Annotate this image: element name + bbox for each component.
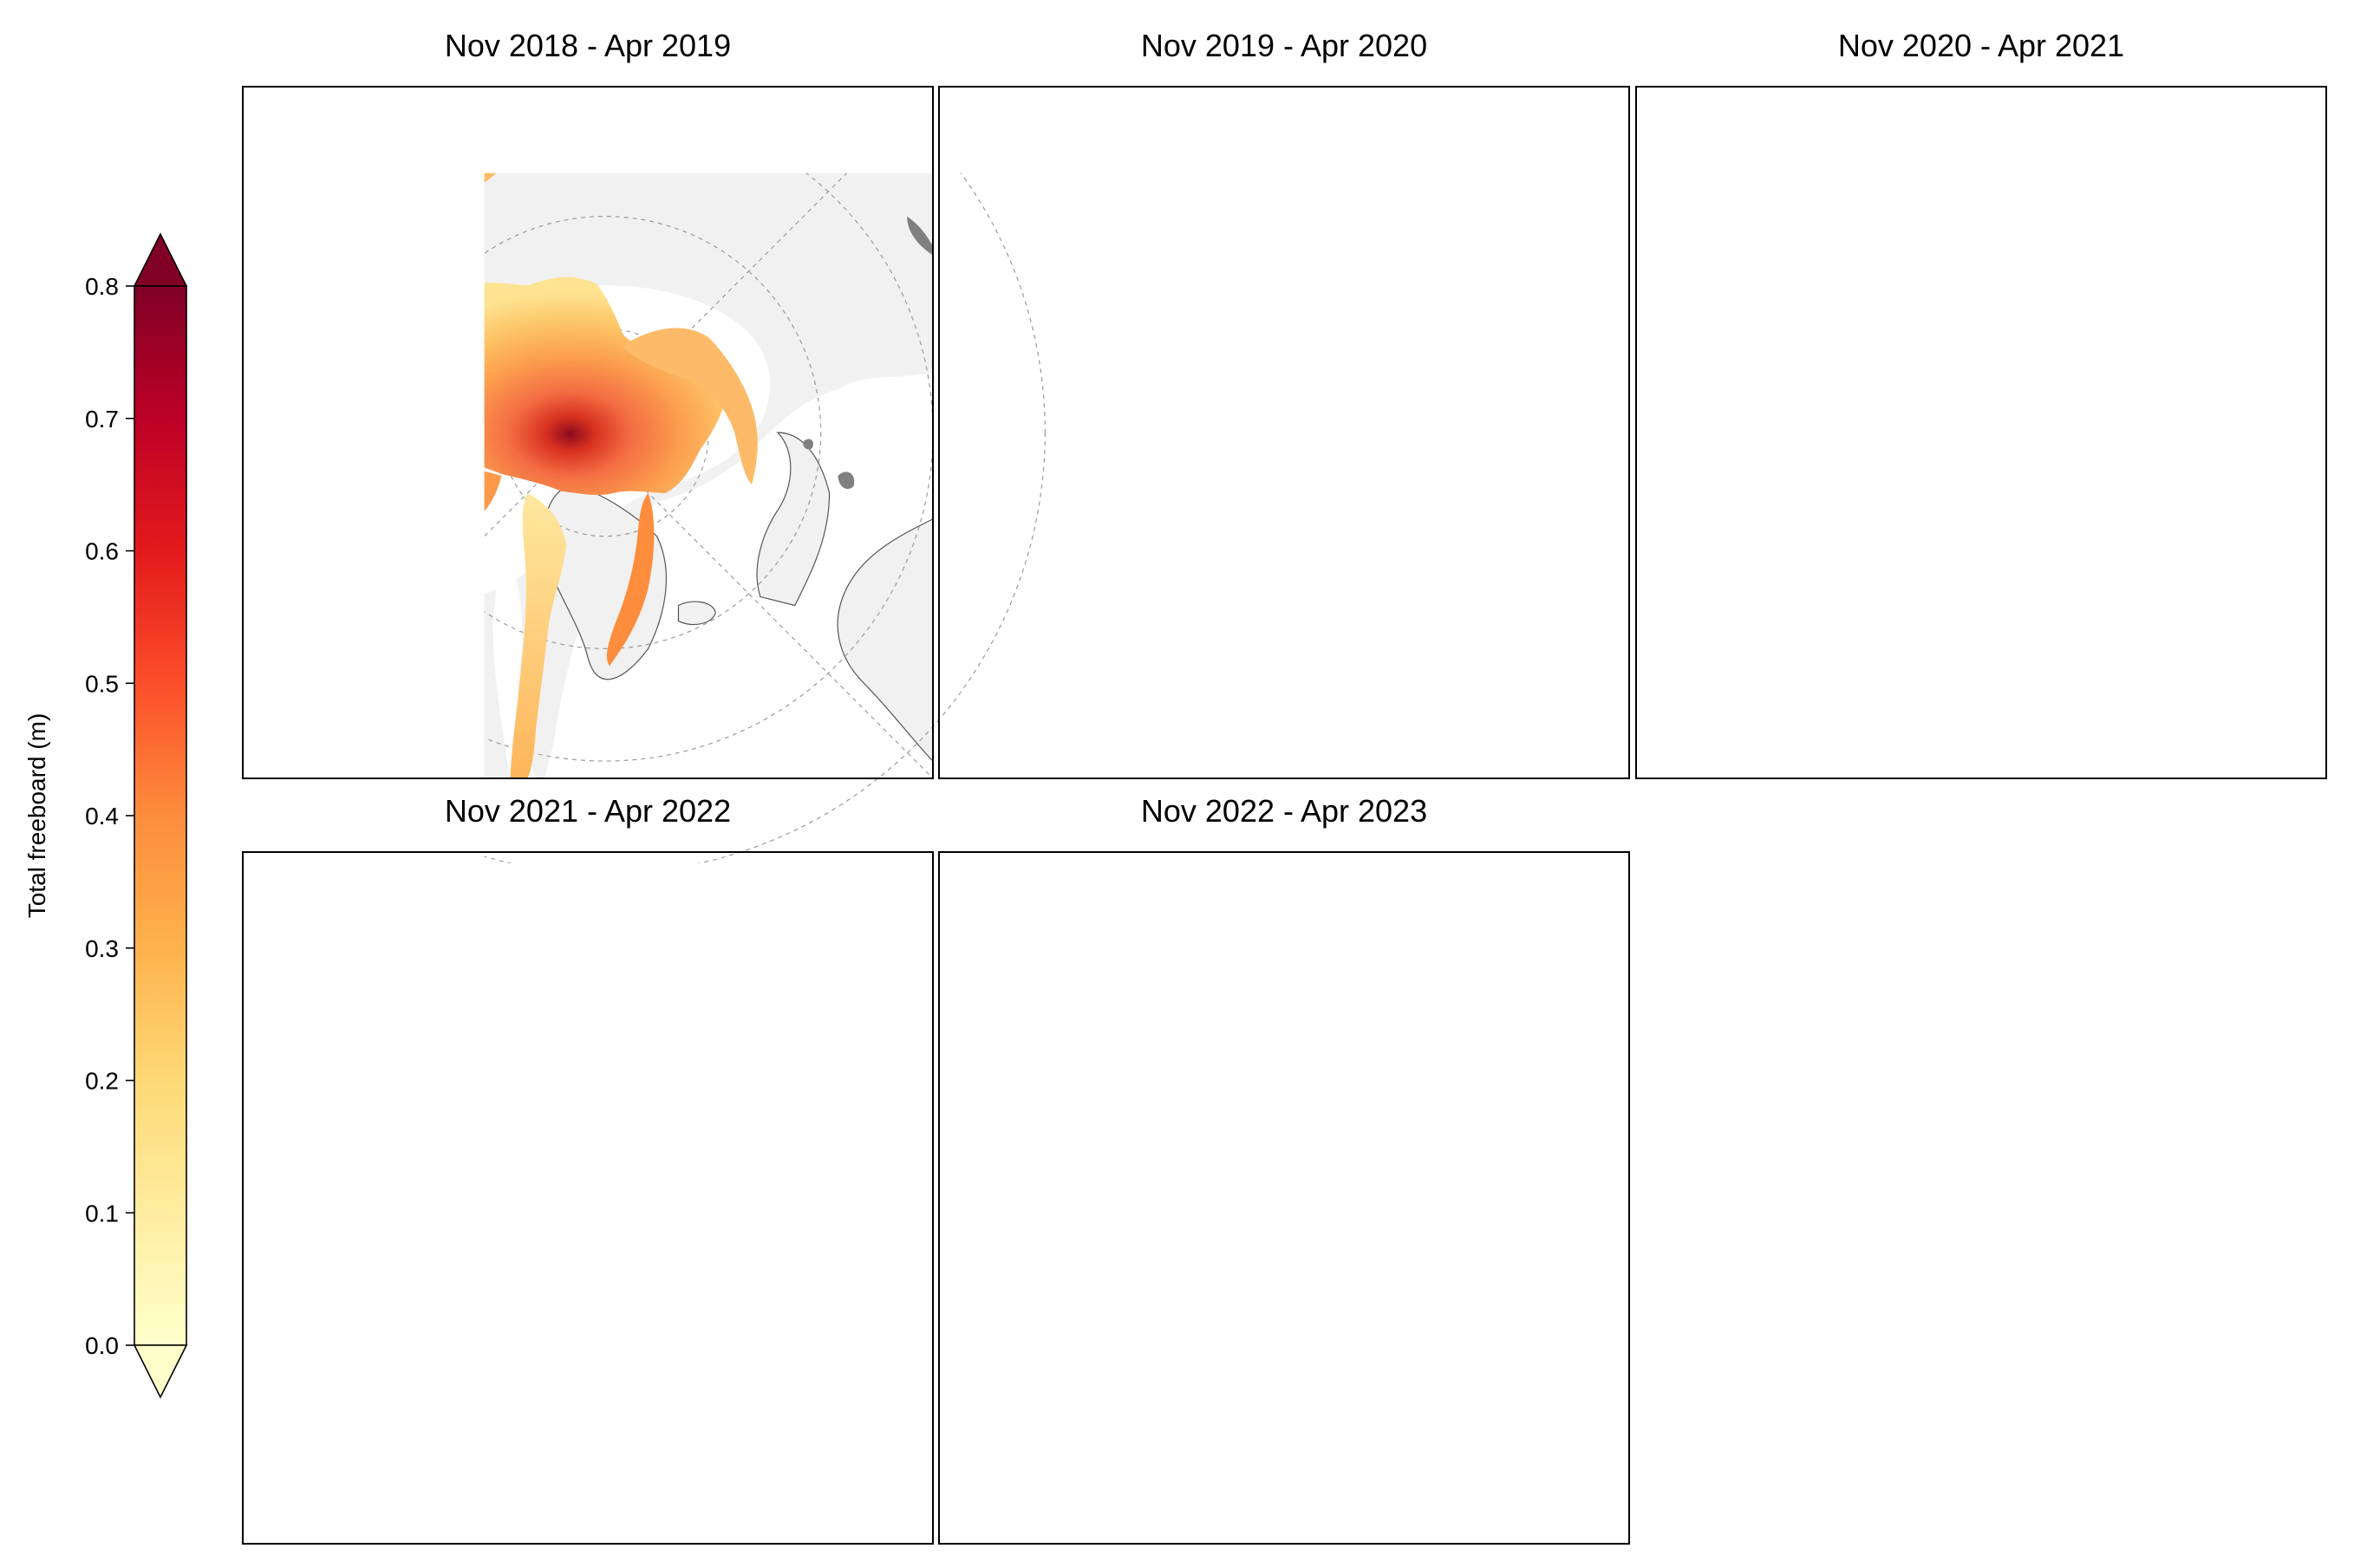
colorbar-tick-label: 0.7 (85, 406, 119, 433)
panel-title: Nov 2021 - Apr 2022 (445, 793, 731, 829)
colorbar: 0.0 0.1 0.2 0.3 0.4 0.5 0.6 0.7 0.8 Total freebo… (23, 232, 188, 1399)
map-panel: Nov 2020 - Apr 2021 (1558, 0, 2354, 874)
panel-title: Nov 2020 - Apr 2021 (1838, 28, 2124, 63)
colorbar-extend-max (133, 232, 188, 287)
panel-title: Nov 2019 - Apr 2020 (1141, 28, 1427, 63)
sea-ice-freeboard-field (1731, 94, 2150, 778)
panel-frame (242, 86, 934, 779)
sea-ice-freeboard-field (1034, 94, 1453, 778)
panel-title: Nov 2018 - Apr 2019 (445, 28, 731, 63)
panel-frame (938, 851, 1630, 1545)
colorbar-tick-label: 0.4 (85, 803, 119, 830)
panel-frame (242, 851, 934, 1545)
colorbar-tick-label: 0.5 (85, 670, 119, 697)
colorbar-tick-label: 0.8 (85, 273, 119, 300)
map-panel: Nov 2021 - Apr 2022 (165, 757, 1045, 1568)
map-panel: Nov 2022 - Apr 2023 (861, 757, 1741, 1568)
basemap (165, 757, 1045, 1568)
sea-ice-freeboard-field (1034, 859, 1453, 1544)
sea-ice-freeboard-field (337, 859, 757, 1544)
colorbar-gradient (134, 285, 187, 1346)
panel-frame (938, 86, 1630, 779)
map-panel: Nov 2019 - Apr 2020 (861, 0, 1741, 874)
basemap (861, 757, 1741, 1568)
map-panel: Nov 2018 - Apr 2019 (242, 28, 1046, 863)
colorbar-ticks: 0.0 0.1 0.2 0.3 0.4 0.5 0.6 0.7 0.8 (85, 273, 134, 1359)
colorbar-label: Total freeboard (m) (23, 713, 50, 919)
basemap (861, 0, 1741, 874)
colorbar-extend-min (133, 1344, 188, 1399)
map-panels: Nov 2018 - Apr 2019 Nov 2019 - Apr 2020 No… (165, 0, 2354, 1568)
basemap (1558, 0, 2354, 874)
colorbar-tick-label: 0.1 (85, 1200, 119, 1226)
panel-title: Nov 2022 - Apr 2023 (1141, 793, 1427, 829)
colorbar-tick-label: 0.6 (85, 538, 119, 565)
colorbar-tick-label: 0.2 (85, 1068, 119, 1095)
panel-frame (1635, 86, 2327, 779)
colorbar-tick-label: 0.0 (85, 1332, 119, 1359)
colorbar-tick-label: 0.3 (85, 935, 119, 962)
